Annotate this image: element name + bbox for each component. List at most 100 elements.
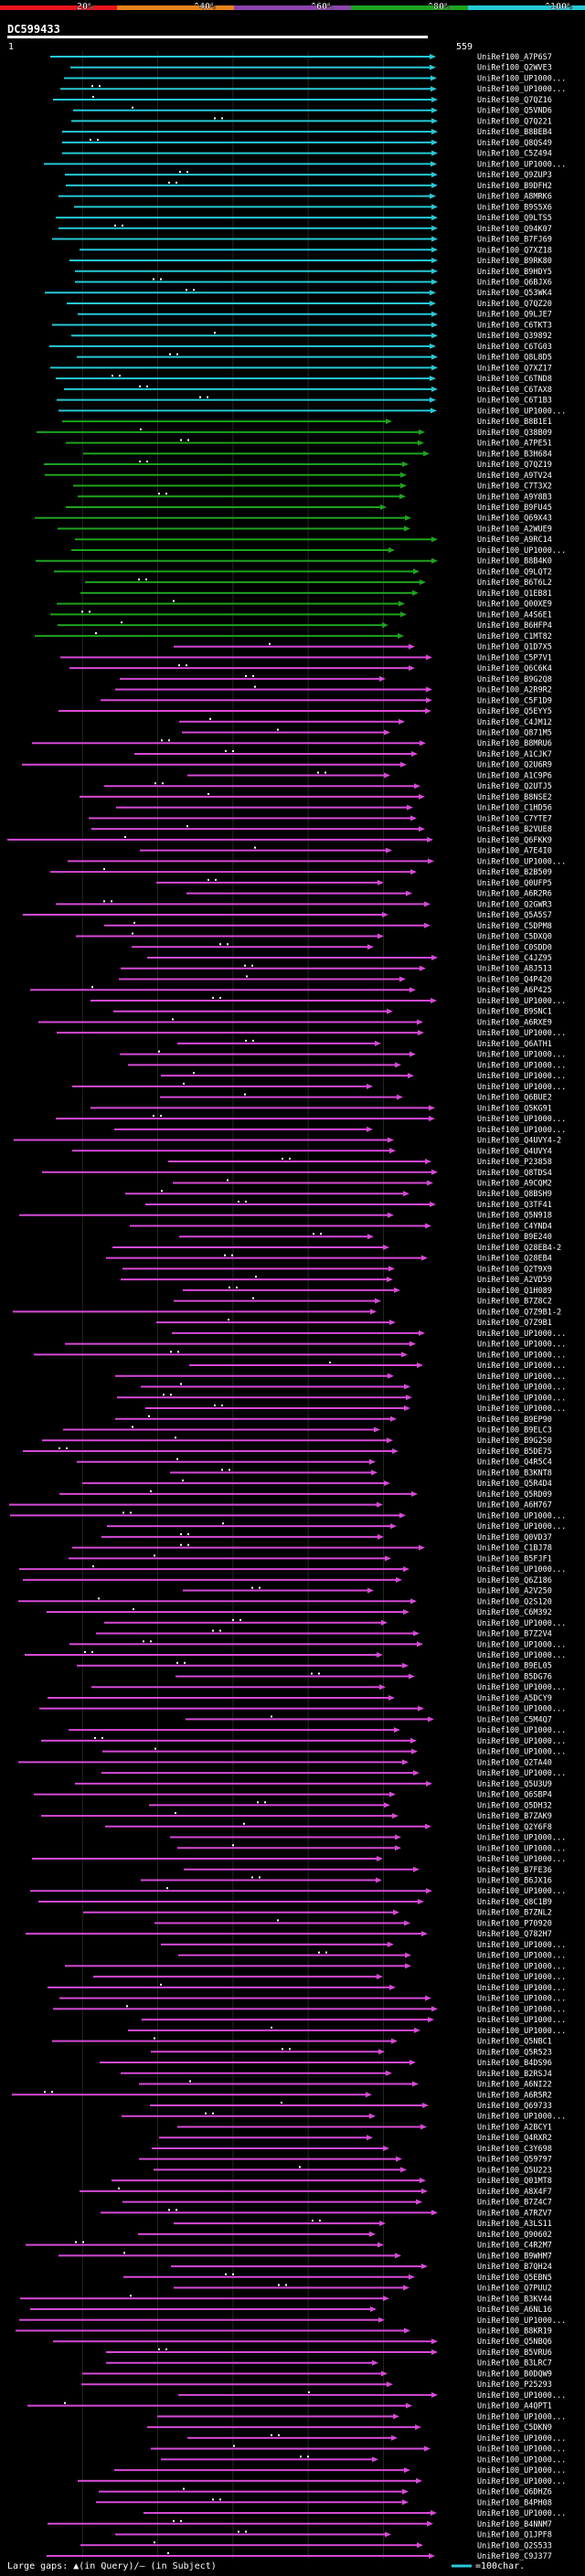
- hit-row[interactable]: UniRef100_B2B509: [50, 868, 552, 877]
- hit-label[interactable]: UniRef100_B4NNM7: [477, 2520, 552, 2529]
- hit-row[interactable]: UniRef100_Q8BSH9: [125, 1190, 552, 1199]
- hit-row[interactable]: UniRef100_B3KV44: [20, 2295, 552, 2304]
- hit-row[interactable]: UniRef100_Q2TA40: [18, 1758, 552, 1767]
- hit-row[interactable]: UniRef100_B9EL05: [77, 1661, 552, 1671]
- hit-label[interactable]: UniRef100_Q5EBN5: [477, 2274, 552, 2283]
- hit-label[interactable]: UniRef100_Q5RD09: [477, 1490, 552, 1500]
- hit-label[interactable]: UniRef100_Q5DH32: [477, 1801, 552, 1810]
- hit-row[interactable]: UniRef100_C6TG03: [49, 343, 552, 352]
- hit-row[interactable]: UniRef100_Q5N918: [19, 1212, 552, 1221]
- hit-row[interactable]: UniRef100_Q1H089: [183, 1286, 552, 1296]
- hit-label[interactable]: UniRef100_B4PH08: [477, 2498, 552, 2507]
- hit-label[interactable]: UniRef100_P25293: [477, 2380, 552, 2390]
- hit-label[interactable]: UniRef100_Q7QZ19: [477, 461, 552, 470]
- hit-label[interactable]: UniRef100_Q59797: [477, 2156, 552, 2165]
- hit-row[interactable]: UniRef100_UP1000...: [151, 2444, 566, 2454]
- hit-row[interactable]: UniRef100_UP1000...: [157, 2412, 566, 2422]
- hit-row[interactable]: UniRef100_B9WHM7: [58, 2252, 552, 2261]
- hit-label[interactable]: UniRef100_B3H684: [477, 450, 552, 459]
- hit-label[interactable]: UniRef100_B3KV44: [477, 2295, 552, 2304]
- hit-label[interactable]: UniRef100_UP1000...: [477, 1941, 566, 1950]
- hit-row[interactable]: UniRef100_Q2UTJ5: [104, 782, 552, 791]
- hit-label[interactable]: UniRef100_C5DKN9: [477, 2423, 552, 2433]
- hit-label[interactable]: UniRef100_Q5R4D4: [477, 1479, 552, 1489]
- hit-row[interactable]: UniRef100_P23858: [168, 1158, 552, 1167]
- hit-row[interactable]: UniRef100_Q3TF41: [145, 1200, 552, 1210]
- hit-label[interactable]: UniRef100_Q6ATH1: [477, 1040, 552, 1049]
- hit-row[interactable]: UniRef100_B4DS96: [100, 2059, 552, 2068]
- hit-label[interactable]: UniRef100_Q00XE9: [477, 600, 552, 610]
- hit-label[interactable]: UniRef100_C4R2M7: [477, 2242, 552, 2251]
- hit-label[interactable]: UniRef100_C5DPM8: [477, 922, 552, 931]
- hit-label[interactable]: UniRef100_Q9LTS5: [477, 214, 552, 223]
- hit-label[interactable]: UniRef100_UP1000...: [477, 1748, 566, 1757]
- hit-row[interactable]: UniRef100_A9CQM2: [173, 1179, 552, 1189]
- hit-row[interactable]: UniRef100_B7ZAK9: [41, 1812, 552, 1821]
- hit-row[interactable]: UniRef100_Q6ATH1: [177, 1039, 552, 1049]
- hit-row[interactable]: UniRef100_Q6FKK9: [7, 835, 552, 845]
- hit-label[interactable]: UniRef100_P23858: [477, 1158, 552, 1167]
- hit-row[interactable]: UniRef100_UP1000...: [170, 1834, 566, 1843]
- hit-row[interactable]: UniRef100_C6TND8: [56, 375, 552, 384]
- hit-row[interactable]: UniRef100_Q0VD37: [101, 1532, 552, 1542]
- hit-label[interactable]: UniRef100_Q8TDS4: [477, 1169, 552, 1178]
- hit-label[interactable]: UniRef100_B7QH24: [477, 2263, 552, 2272]
- hit-row[interactable]: UniRef100_A6R2R6: [186, 890, 552, 899]
- hit-label[interactable]: UniRef100_B3LRC7: [477, 2359, 552, 2369]
- hit-label[interactable]: UniRef100_C5F1D9: [477, 696, 552, 705]
- hit-label[interactable]: UniRef100_C6TKT3: [477, 321, 552, 330]
- hit-row[interactable]: UniRef100_Q8QS49: [62, 138, 552, 148]
- hit-label[interactable]: UniRef100_Q2S533: [477, 2541, 552, 2550]
- hit-row[interactable]: UniRef100_Q2T9X9: [122, 1265, 552, 1274]
- hit-label[interactable]: UniRef100_B9SNC1: [477, 1008, 552, 1017]
- hit-label[interactable]: UniRef100_A7PE51: [477, 440, 552, 449]
- hit-label[interactable]: UniRef100_UP1000...: [477, 2434, 566, 2443]
- hit-label[interactable]: UniRef100_B7Z8C2: [477, 1298, 552, 1307]
- hit-label[interactable]: UniRef100_UP1000...: [477, 2005, 566, 2014]
- hit-label[interactable]: UniRef100_UP1000...: [477, 997, 566, 1006]
- hit-row[interactable]: UniRef100_B4PH08: [96, 2498, 552, 2507]
- hit-row[interactable]: UniRef100_B7Z8C2: [174, 1297, 552, 1307]
- hit-row[interactable]: UniRef100_Q7Z9B1-2: [13, 1308, 561, 1317]
- hit-label[interactable]: UniRef100_UP1000...: [477, 1362, 566, 1371]
- hit-row[interactable]: UniRef100_C5M4Q7: [186, 1715, 552, 1724]
- hit-label[interactable]: UniRef100_B5FJF1: [477, 1554, 552, 1564]
- hit-row[interactable]: UniRef100_UP1000...: [114, 1126, 566, 1135]
- hit-row[interactable]: UniRef100_UP1000...: [65, 1341, 566, 1350]
- hit-row[interactable]: UniRef100_A2V250: [183, 1586, 552, 1596]
- hit-label[interactable]: UniRef100_A9Y8B3: [477, 493, 552, 502]
- hit-label[interactable]: UniRef100_C5DXQ0: [477, 933, 552, 942]
- hit-label[interactable]: UniRef100_B9EP90: [477, 1415, 552, 1425]
- hit-label[interactable]: UniRef100_Q01MT8: [477, 2177, 552, 2186]
- hit-label[interactable]: UniRef100_Q871M5: [477, 729, 552, 738]
- hit-label[interactable]: UniRef100_Q8BSH9: [477, 1190, 552, 1199]
- hit-row[interactable]: UniRef100_UP1000...: [177, 1844, 566, 1853]
- hit-row[interactable]: UniRef100_B5VRU6: [106, 2348, 552, 2358]
- hit-row[interactable]: UniRef100_P25293: [81, 2380, 552, 2390]
- hit-row[interactable]: UniRef100_B8MRU6: [32, 739, 552, 748]
- hit-row[interactable]: UniRef100_UP1000...: [30, 1887, 566, 1896]
- hit-row[interactable]: UniRef100_Q8TDS4: [42, 1169, 552, 1178]
- hit-label[interactable]: UniRef100_B7FE36: [477, 1866, 552, 1875]
- hit-label[interactable]: UniRef100_C6TAX8: [477, 386, 552, 395]
- hit-label[interactable]: UniRef100_A2V250: [477, 1587, 552, 1596]
- hit-row[interactable]: UniRef100_P70920: [154, 1919, 552, 1928]
- hit-row[interactable]: UniRef100_UP1000...: [141, 1383, 566, 1393]
- hit-label[interactable]: UniRef100_A6H767: [477, 1501, 552, 1511]
- hit-row[interactable]: UniRef100_Q01MT8: [112, 2177, 552, 2186]
- hit-label[interactable]: UniRef100_Q5R523: [477, 2048, 552, 2057]
- hit-label[interactable]: UniRef100_Q6SBP4: [477, 1791, 552, 1800]
- hit-row[interactable]: UniRef100_B9RK80: [69, 257, 552, 266]
- hit-row[interactable]: UniRef100_UP1000...: [90, 996, 566, 1006]
- hit-row[interactable]: UniRef100_C0SDD0: [132, 943, 552, 952]
- hit-row[interactable]: UniRef100_UP1000...: [107, 1522, 566, 1532]
- hit-row[interactable]: UniRef100_B9DFH2: [66, 181, 552, 191]
- hit-row[interactable]: UniRef100_Q4RXR2: [159, 2134, 552, 2143]
- hit-row[interactable]: UniRef100_A1CJK7: [134, 749, 552, 759]
- hit-label[interactable]: UniRef100_Q8C1B9: [477, 1898, 552, 1907]
- hit-label[interactable]: UniRef100_UP1000...: [477, 2113, 566, 2122]
- hit-label[interactable]: UniRef100_UP1000...: [477, 1952, 566, 1961]
- hit-row[interactable]: UniRef100_A6RXE9: [38, 1018, 552, 1027]
- hit-label[interactable]: UniRef100_UP1000...: [477, 1737, 566, 1746]
- hit-row[interactable]: UniRef100_A5DCY9: [48, 1694, 552, 1703]
